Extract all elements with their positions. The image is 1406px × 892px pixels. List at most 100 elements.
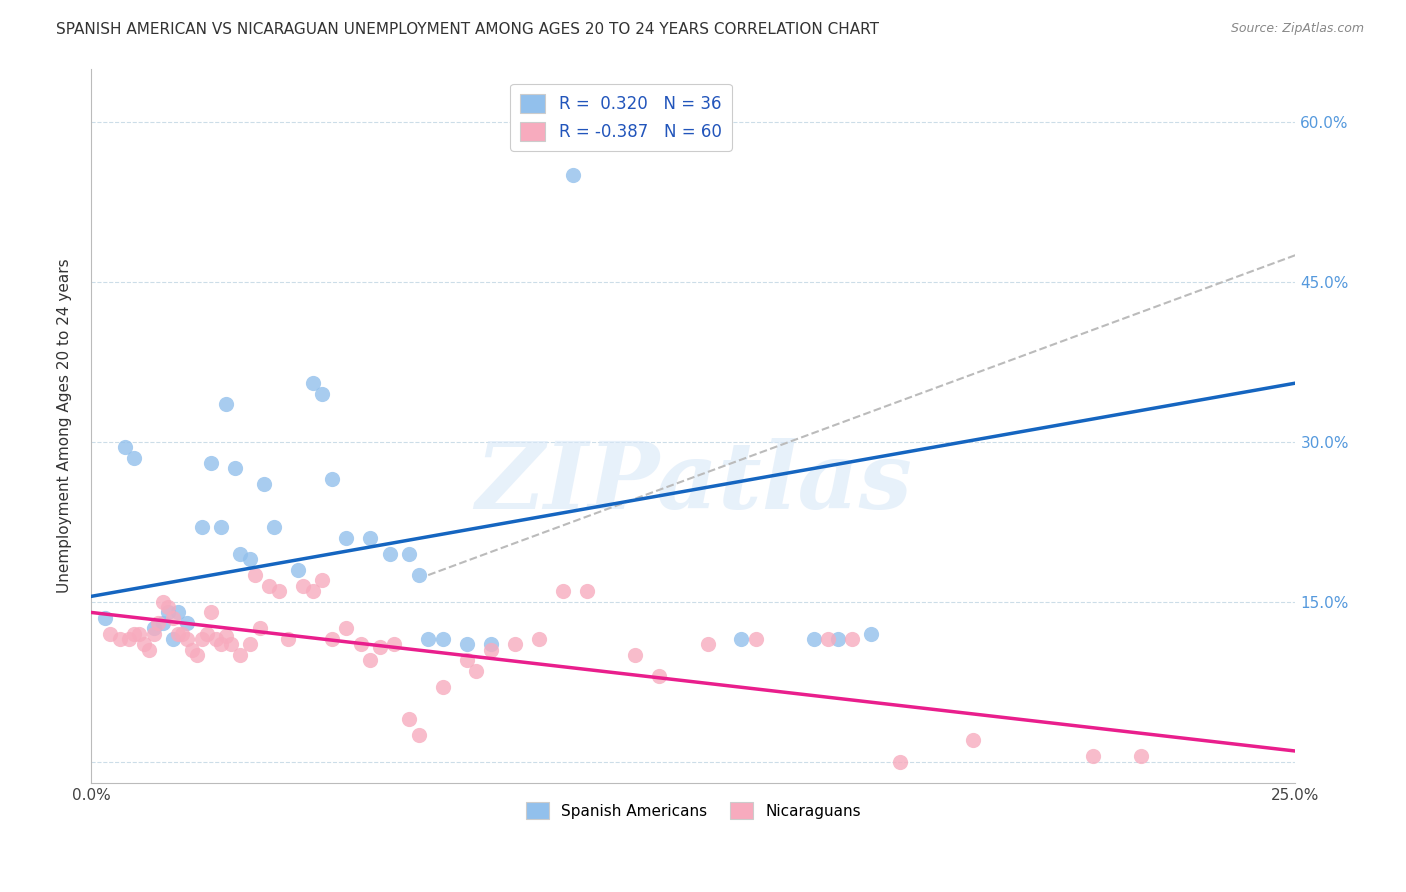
Point xyxy=(730,632,752,646)
Point xyxy=(94,611,117,625)
Point xyxy=(479,637,502,651)
Point xyxy=(124,450,146,465)
Point xyxy=(142,626,165,640)
Point xyxy=(291,579,314,593)
Point xyxy=(398,547,420,561)
Point xyxy=(889,755,911,769)
Point xyxy=(408,568,430,582)
Point xyxy=(860,626,883,640)
Point xyxy=(432,632,454,646)
Point xyxy=(301,584,323,599)
Point xyxy=(267,584,290,599)
Point xyxy=(142,621,165,635)
Point xyxy=(962,733,984,747)
Point xyxy=(176,616,198,631)
Point xyxy=(335,621,357,635)
Point xyxy=(209,520,232,534)
Point xyxy=(359,653,381,667)
Point xyxy=(224,461,246,475)
Point xyxy=(229,648,252,662)
Point xyxy=(287,563,309,577)
Point xyxy=(359,531,381,545)
Point xyxy=(148,616,170,631)
Point xyxy=(1130,749,1153,764)
Point xyxy=(321,632,343,646)
Point xyxy=(152,616,174,631)
Point xyxy=(311,386,333,401)
Text: Source: ZipAtlas.com: Source: ZipAtlas.com xyxy=(1230,22,1364,36)
Point xyxy=(157,606,180,620)
Point xyxy=(527,632,550,646)
Point xyxy=(817,632,839,646)
Text: SPANISH AMERICAN VS NICARAGUAN UNEMPLOYMENT AMONG AGES 20 TO 24 YEARS CORRELATIO: SPANISH AMERICAN VS NICARAGUAN UNEMPLOYM… xyxy=(56,22,879,37)
Point xyxy=(215,397,238,411)
Point xyxy=(200,606,222,620)
Point xyxy=(243,568,266,582)
Point xyxy=(190,632,212,646)
Point xyxy=(152,595,174,609)
Point xyxy=(114,440,136,454)
Point xyxy=(166,606,188,620)
Point xyxy=(239,637,262,651)
Point xyxy=(108,632,131,646)
Point xyxy=(301,376,323,391)
Point xyxy=(176,632,198,646)
Point xyxy=(219,637,242,651)
Point xyxy=(335,531,357,545)
Point xyxy=(181,642,204,657)
Point xyxy=(190,520,212,534)
Point xyxy=(432,680,454,694)
Legend: Spanish Americans, Nicaraguans: Spanish Americans, Nicaraguans xyxy=(520,796,866,825)
Point xyxy=(166,626,188,640)
Point xyxy=(132,637,155,651)
Point xyxy=(398,712,420,726)
Point xyxy=(253,477,276,491)
Point xyxy=(215,629,238,643)
Point xyxy=(803,632,825,646)
Point xyxy=(696,637,718,651)
Point xyxy=(553,584,575,599)
Point xyxy=(418,632,440,646)
Point xyxy=(186,648,208,662)
Point xyxy=(263,520,285,534)
Point xyxy=(205,632,228,646)
Point xyxy=(503,637,526,651)
Point xyxy=(408,728,430,742)
Point xyxy=(128,626,150,640)
Point xyxy=(350,637,373,651)
Point xyxy=(827,632,849,646)
Point xyxy=(239,552,262,566)
Point xyxy=(98,626,121,640)
Point xyxy=(368,640,391,654)
Point xyxy=(172,626,194,640)
Point xyxy=(841,632,863,646)
Point xyxy=(378,547,401,561)
Point xyxy=(162,632,184,646)
Point xyxy=(209,637,232,651)
Text: ZIPatlas: ZIPatlas xyxy=(475,438,911,528)
Point xyxy=(157,600,180,615)
Point xyxy=(229,547,252,561)
Point xyxy=(648,669,671,683)
Point xyxy=(195,626,218,640)
Point xyxy=(465,664,488,678)
Point xyxy=(311,574,333,588)
Point xyxy=(456,637,478,651)
Point xyxy=(745,632,768,646)
Point xyxy=(118,632,141,646)
Point xyxy=(162,611,184,625)
Point xyxy=(1081,749,1104,764)
Point xyxy=(576,584,599,599)
Point xyxy=(138,642,160,657)
Point xyxy=(561,168,583,182)
Point xyxy=(624,648,647,662)
Point xyxy=(257,579,280,593)
Point xyxy=(479,642,502,657)
Point xyxy=(124,626,146,640)
Point xyxy=(277,632,299,646)
Y-axis label: Unemployment Among Ages 20 to 24 years: Unemployment Among Ages 20 to 24 years xyxy=(58,259,72,593)
Point xyxy=(200,456,222,470)
Point xyxy=(321,472,343,486)
Point xyxy=(384,637,406,651)
Point xyxy=(456,653,478,667)
